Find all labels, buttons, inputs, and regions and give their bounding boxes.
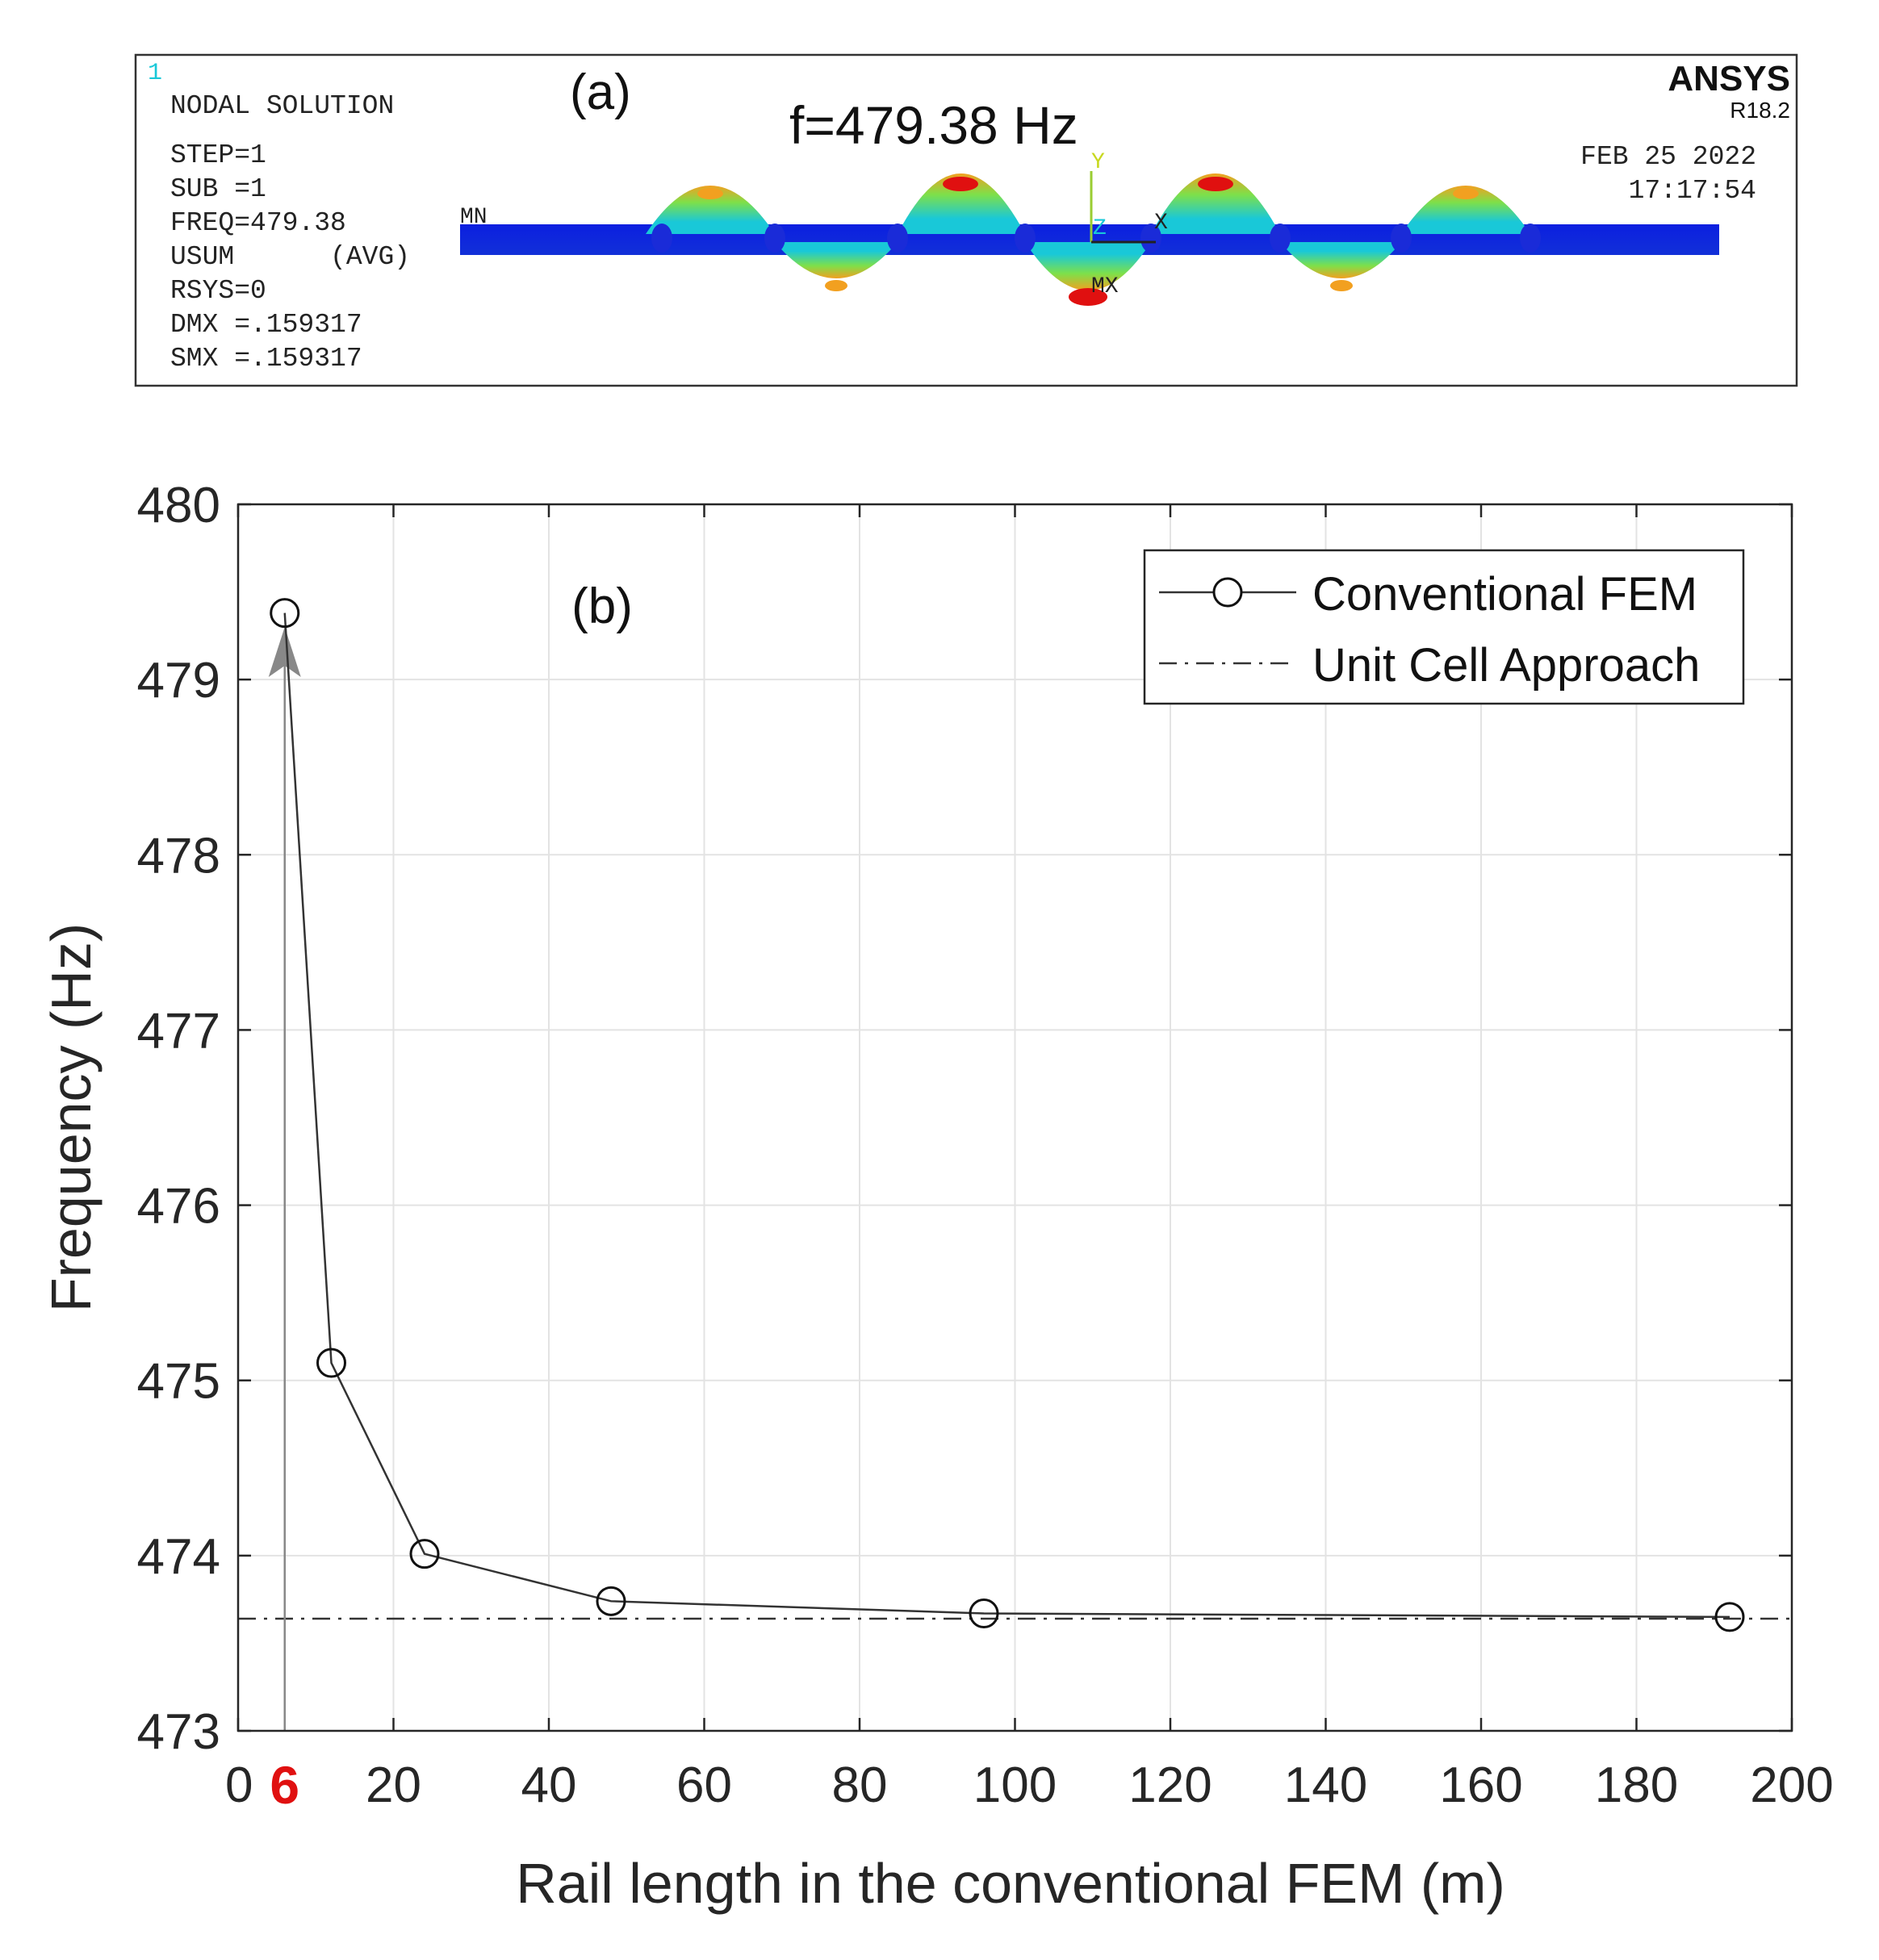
window-number: 1: [148, 60, 162, 87]
triad-y-label: Y: [1091, 150, 1105, 175]
high-color-patch: [1453, 188, 1479, 199]
rail-crest: [1401, 186, 1530, 234]
legend-label-unit-cell: Unit Cell Approach: [1312, 639, 1700, 692]
x-tick-label: 180: [1595, 1757, 1678, 1813]
panel-b-label: (b): [571, 579, 633, 634]
ansys-time: 17:17:54: [1629, 176, 1756, 206]
legend-label-conventional: Conventional FEM: [1312, 568, 1697, 621]
node-marker: [1270, 224, 1291, 253]
node-marker: [1015, 224, 1036, 253]
rail-trough: [1025, 242, 1151, 290]
data-point: [969, 1599, 999, 1629]
triad-x-label: X: [1154, 211, 1168, 236]
max-color-patch: [1069, 288, 1107, 306]
node-marker: [887, 224, 908, 253]
node-marker: [651, 224, 672, 253]
y-tick-label: 473: [137, 1704, 220, 1760]
data-point: [270, 598, 300, 629]
info-line: RSYS=0: [170, 276, 266, 306]
high-color-patch: [697, 188, 723, 199]
y-tick-label: 480: [137, 478, 220, 533]
info-line: SUB =1: [170, 174, 266, 204]
axis-triad: Y Z X: [1090, 150, 1168, 244]
solution-info: STEP=1 SUB =1 FREQ=479.38 USUM (AVG) RSY…: [170, 140, 410, 374]
x-tick-label: 120: [1128, 1757, 1212, 1813]
rail-mode-shape: MN MX Y Z X: [460, 150, 1719, 306]
x-tick-label: 80: [832, 1757, 888, 1813]
conventional-fem-series: [283, 612, 1730, 1619]
y-tick-labels: 473 474 475 476 477 478 479 480: [137, 478, 220, 1760]
rail-crest: [646, 186, 775, 234]
data-point: [596, 1586, 626, 1616]
x-tick-label: 20: [366, 1757, 421, 1813]
x-axis-label: Rail length in the conventional FEM (m): [516, 1852, 1505, 1915]
chart-legend: Conventional FEM Unit Cell Approach: [1143, 549, 1745, 705]
node-marker: [1140, 224, 1161, 253]
legend-box: [1143, 549, 1745, 705]
y-tick-label: 476: [137, 1179, 220, 1235]
max-color-patch: [943, 177, 978, 191]
x-tick-labels: 0 20 40 60 80 100 120 140 160 180 200 6: [225, 1755, 1834, 1815]
annotation-arrow: [268, 627, 301, 1731]
panel-a-ansys-plot: 1 NODAL SOLUTION STEP=1 SUB =1 FREQ=479.…: [134, 53, 1798, 387]
node-marker: [1520, 224, 1541, 253]
info-line: USUM (AVG): [170, 242, 410, 272]
info-line: STEP=1: [170, 140, 266, 170]
legend-marker-conventional: [1212, 577, 1243, 608]
min-label: MN: [460, 205, 488, 230]
data-point: [316, 1348, 346, 1378]
conventional-fem-markers: [270, 598, 1745, 1632]
max-color-patch: [1198, 177, 1233, 191]
y-axis-label: Frequency (Hz): [40, 923, 103, 1312]
rail-trough: [775, 242, 898, 278]
ansys-version: R18.2: [1730, 98, 1790, 123]
node-marker: [1391, 224, 1412, 253]
rail-crest: [1151, 173, 1280, 234]
x-tick-label: 60: [676, 1757, 732, 1813]
info-line: FREQ=479.38: [170, 208, 346, 238]
ansys-logo: ANSYS: [1668, 59, 1790, 98]
y-tick-label: 474: [137, 1529, 220, 1585]
x-tick-label-highlight: 6: [270, 1755, 299, 1815]
data-point: [409, 1539, 440, 1569]
axis-ticks: [236, 503, 1793, 1732]
rail-trough: [1280, 242, 1401, 278]
high-color-patch: [825, 280, 847, 291]
triad-z-label: Z: [1093, 216, 1107, 241]
x-tick-label: 100: [973, 1757, 1057, 1813]
max-label: MX: [1091, 274, 1119, 299]
y-tick-label: 478: [137, 828, 220, 884]
arrow-head: [268, 627, 301, 677]
conventional-fem-line: [283, 612, 1730, 1619]
x-tick-label: 40: [521, 1757, 577, 1813]
nodal-title: NODAL SOLUTION: [170, 91, 394, 121]
x-tick-label: 0: [225, 1757, 253, 1813]
x-tick-label: 160: [1439, 1757, 1522, 1813]
frequency-label: f=479.38 Hz: [789, 95, 1078, 155]
y-tick-label: 475: [137, 1354, 220, 1410]
y-tick-label: 477: [137, 1003, 220, 1059]
x-tick-label: 200: [1750, 1757, 1833, 1813]
y-tick-label: 479: [137, 653, 220, 708]
rail-crest: [898, 173, 1025, 234]
node-marker: [764, 224, 785, 253]
info-line: SMX =.159317: [170, 344, 362, 374]
high-color-patch: [1330, 280, 1353, 291]
info-line: DMX =.159317: [170, 310, 362, 340]
panel-a-label: (a): [570, 65, 631, 120]
data-point: [1714, 1602, 1745, 1632]
x-tick-label: 140: [1284, 1757, 1367, 1813]
ansys-date: FEB 25 2022: [1580, 142, 1756, 172]
